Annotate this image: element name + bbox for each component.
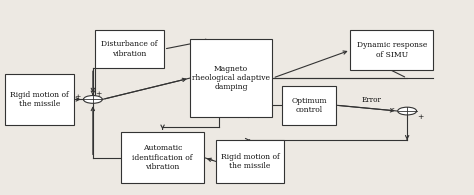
- Text: +: +: [417, 113, 424, 121]
- Text: Automatic
identification of
vibration: Automatic identification of vibration: [132, 144, 193, 171]
- FancyBboxPatch shape: [5, 74, 74, 125]
- Circle shape: [398, 107, 417, 115]
- FancyBboxPatch shape: [121, 132, 204, 183]
- Text: Magneto
rheological adaptive
damping: Magneto rheological adaptive damping: [192, 65, 270, 91]
- FancyBboxPatch shape: [282, 86, 336, 125]
- Text: +: +: [95, 90, 102, 98]
- FancyBboxPatch shape: [216, 140, 284, 183]
- Text: +: +: [74, 93, 81, 101]
- Text: Optimum
control: Optimum control: [291, 97, 327, 114]
- Text: Rigid motion of
the missile: Rigid motion of the missile: [220, 153, 279, 170]
- Text: Error: Error: [362, 96, 382, 104]
- Text: Rigid motion of
the missile: Rigid motion of the missile: [10, 91, 69, 108]
- FancyBboxPatch shape: [95, 30, 164, 68]
- FancyBboxPatch shape: [190, 39, 273, 117]
- Text: -: -: [392, 105, 394, 113]
- Text: Dynamic response
of SIMU: Dynamic response of SIMU: [356, 42, 427, 59]
- Text: Disturbance of
vibration: Disturbance of vibration: [101, 41, 158, 58]
- FancyBboxPatch shape: [350, 30, 433, 70]
- Circle shape: [83, 96, 102, 103]
